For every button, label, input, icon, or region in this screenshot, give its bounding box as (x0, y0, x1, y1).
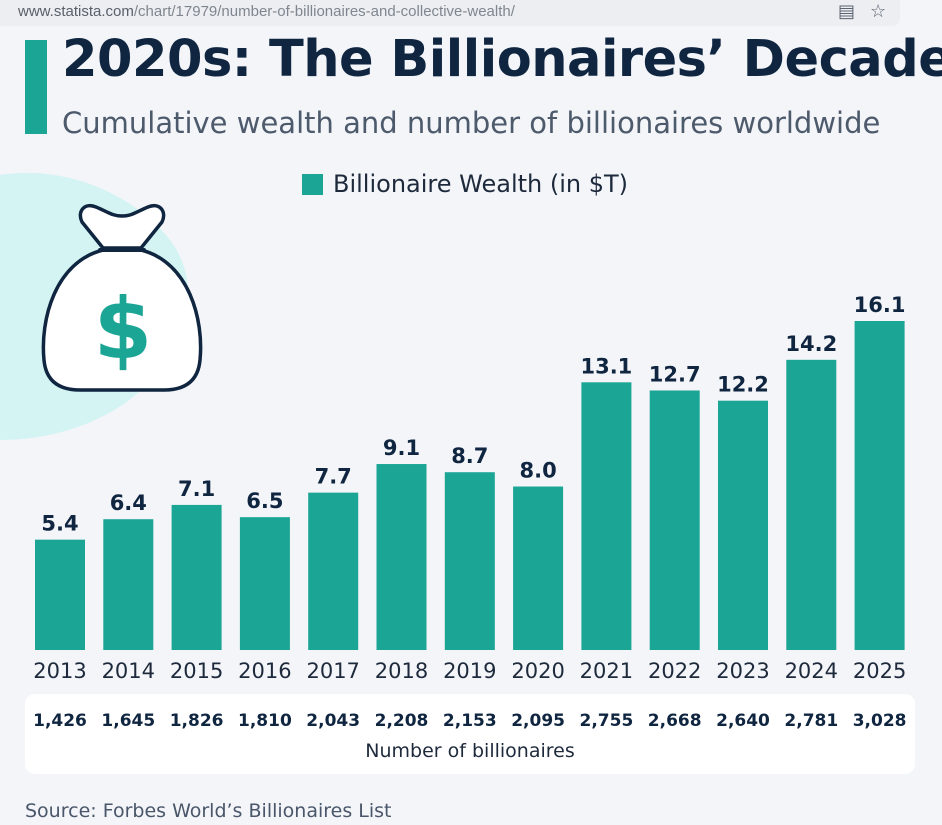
money-bag-icon: $ (41, 204, 203, 392)
value-label-2017: 7.7 (315, 465, 352, 489)
value-label-2022: 12.7 (649, 362, 701, 386)
value-label-2018: 9.1 (383, 436, 420, 460)
billionaire-count-panel: 1,426 1,645 1,826 1,810 2,043 2,208 2,153 2,095… (25, 694, 915, 774)
count-2014: 1,645 (101, 711, 155, 731)
x-tick-2014: 2014 (102, 659, 155, 683)
chart-title: 2020s: The Billionaires’ Decade? (62, 30, 942, 89)
bar-2016 (239, 517, 290, 650)
count-caption: Number of billionaires (365, 740, 575, 762)
chart-subtitle: Cumulative wealth and number of billiona… (62, 106, 881, 140)
bar-2025 (854, 321, 905, 650)
count-2013: 1,426 (33, 711, 87, 731)
count-2018: 2,208 (375, 711, 429, 731)
x-tick-2015: 2015 (170, 659, 223, 683)
title-accent-bar (25, 40, 47, 134)
bar-2019 (444, 472, 495, 650)
x-tick-2024: 2024 (785, 659, 838, 683)
value-label-2020: 8.0 (519, 459, 556, 483)
bar-2017 (308, 492, 359, 650)
bar-2022 (649, 390, 700, 650)
legend-swatch (302, 173, 323, 195)
count-2019: 2,153 (443, 711, 497, 731)
x-tick-2022: 2022 (648, 659, 701, 683)
bar-2013 (35, 539, 85, 650)
value-label-2013: 5.4 (41, 512, 78, 536)
bar-2020 (513, 486, 564, 650)
count-2024: 2,781 (784, 711, 838, 731)
x-tick-2025: 2025 (853, 659, 906, 683)
count-2025: 3,028 (853, 711, 907, 731)
x-tick-2013: 2013 (33, 659, 86, 683)
bar-2018 (376, 464, 427, 650)
value-label-2014: 6.4 (110, 491, 147, 515)
value-label-2024: 14.2 (785, 332, 837, 356)
value-label-2021: 13.1 (580, 354, 632, 378)
url-text[interactable]: www.statista.com/chart/17979/number-of-b… (18, 3, 515, 20)
x-tick-2023: 2023 (716, 659, 769, 683)
legend: Billionaire Wealth (in $T) (302, 170, 628, 198)
count-2021: 2,755 (580, 711, 634, 731)
count-row: 1,426 1,645 1,826 1,810 2,043 2,208 2,153 2,095… (33, 711, 907, 731)
x-tick-2020: 2020 (511, 659, 564, 683)
value-label-2023: 12.2 (717, 373, 769, 397)
x-tick-2018: 2018 (375, 659, 428, 683)
bar-2015 (171, 504, 222, 650)
x-tick-2019: 2019 (443, 659, 496, 683)
source-note: Source: Forbes World’s Billionaires List (25, 800, 392, 822)
x-tick-2016: 2016 (238, 659, 291, 683)
legend-label: Billionaire Wealth (in $T) (333, 170, 629, 198)
value-label-2016: 6.5 (246, 489, 283, 513)
count-2015: 1,826 (170, 711, 224, 731)
bar-2014 (103, 519, 154, 650)
value-label-2019: 8.7 (451, 444, 488, 468)
x-tick-2017: 2017 (306, 659, 359, 683)
browser-address-bar[interactable]: www.statista.com/chart/17979/number-of-b… (0, 0, 900, 26)
star-icon[interactable]: ☆ (870, 1, 887, 22)
bar-2023 (718, 400, 768, 650)
value-label-2025: 16.1 (854, 293, 906, 317)
count-2022: 2,668 (648, 711, 702, 731)
reader-mode-icon[interactable]: ▤ (838, 1, 856, 22)
count-2016: 1,810 (238, 711, 292, 731)
x-tick-2021: 2021 (580, 659, 633, 683)
value-label-2015: 7.1 (178, 477, 215, 501)
count-2020: 2,095 (511, 711, 565, 731)
bar-2021 (581, 382, 632, 650)
dollar-sign: $ (94, 280, 152, 378)
bar-2024 (786, 359, 837, 650)
chart-area: $ 5.4 2013 6.4 2014 7.1 2015 6.5 2016 7.7 2017 9.1… (0, 172, 906, 683)
count-2017: 2,043 (306, 711, 360, 731)
count-2023: 2,640 (716, 711, 770, 731)
